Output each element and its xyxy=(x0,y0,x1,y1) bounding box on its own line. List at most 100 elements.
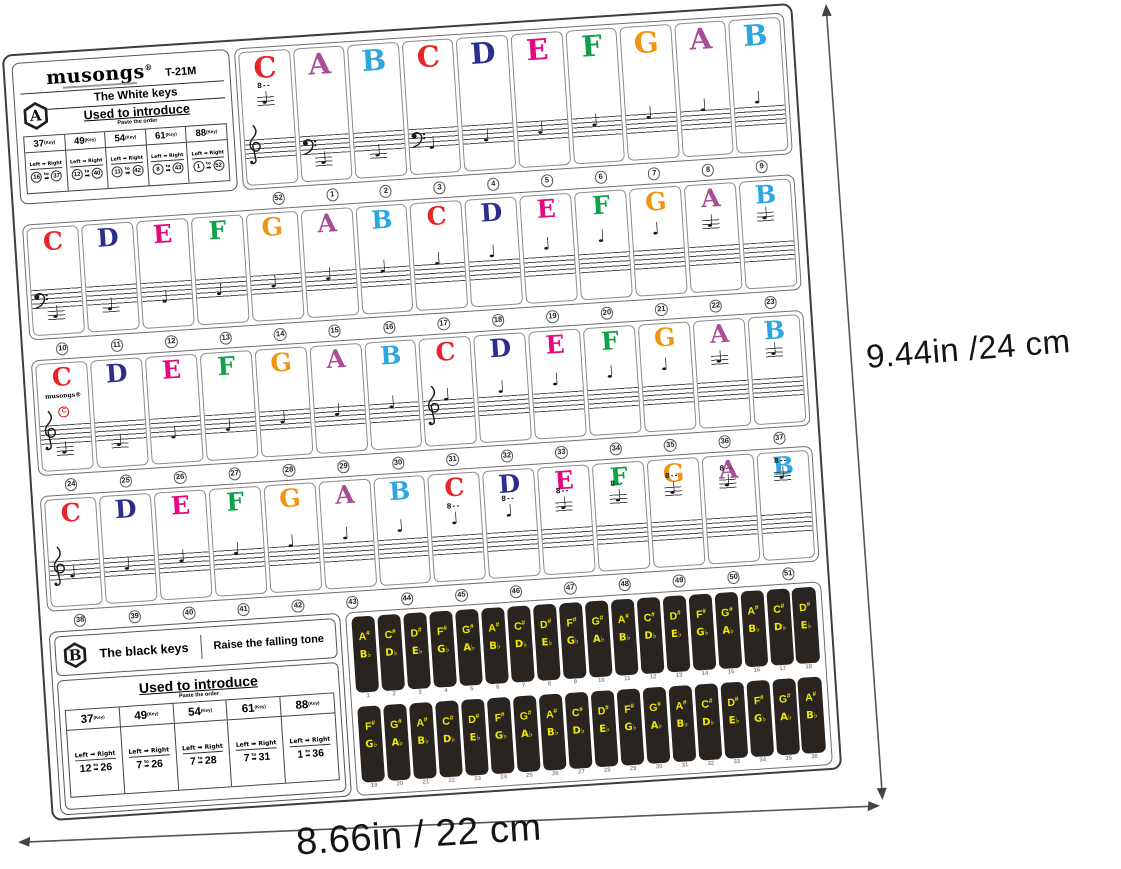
staff-lines xyxy=(688,243,740,267)
black-sticker-number: 11 xyxy=(623,675,631,683)
number-slot: 12 xyxy=(144,333,199,350)
black-sticker-slot: G# A♭ 10 xyxy=(584,600,613,685)
note-letter: D xyxy=(469,35,497,72)
range-from: 1 xyxy=(192,161,205,173)
black-key-sticker: C# D♭ xyxy=(506,605,536,683)
black-sticker-number: 31 xyxy=(681,762,689,769)
note-glyph: ♩ xyxy=(269,272,279,293)
black-sticker-number: 15 xyxy=(727,669,735,676)
white-key-sticker: G ♩ xyxy=(637,321,697,433)
sharp-label: C# xyxy=(441,714,454,728)
note-letter: G xyxy=(278,483,302,514)
black-sticker-number: 4 xyxy=(444,687,448,695)
note-glyph: ♩ xyxy=(605,362,615,383)
number-slot: 15 xyxy=(307,322,362,339)
white-key-sticker: C ♩ xyxy=(26,225,86,337)
note-glyph: ♩ xyxy=(644,103,654,124)
black-sticker-number: 2 xyxy=(392,691,396,698)
number-slot: 28 xyxy=(261,462,316,479)
number-slot: 43 xyxy=(325,594,380,611)
note-glyph: ♩ xyxy=(59,438,70,459)
black-key-sticker: F# G♭ xyxy=(486,696,516,775)
note-letter: E xyxy=(544,329,566,360)
black-sticker-slot: F# G♭ 19 xyxy=(357,705,386,790)
treble-clef-icon xyxy=(49,540,67,595)
black-key-sticker: F# G♭ xyxy=(745,679,775,758)
note-glyph: ♩ xyxy=(114,430,124,452)
size-column: 37 (Key) Left ➡ Right 12 to ➡ 26 xyxy=(65,707,126,797)
staff-lines xyxy=(761,511,813,534)
sharp-label: C# xyxy=(384,628,396,642)
sharp-label: A# xyxy=(675,699,687,713)
sharp-label: G# xyxy=(519,709,532,723)
black-sticker-number: 10 xyxy=(597,677,605,685)
black-sticker-slot: G# A♭ 15 xyxy=(714,591,743,677)
sticker-number: 44 xyxy=(400,591,414,606)
flat-label: B♭ xyxy=(748,623,761,635)
black-sticker-slot: F# G♭ 9 xyxy=(558,601,588,687)
sticker-number: 3 xyxy=(433,180,447,195)
note-letter: F xyxy=(591,190,611,221)
sharp-label: C# xyxy=(513,619,526,633)
number-slot: 50 xyxy=(706,569,761,586)
black-sticker-slot: C# D♭ 22 xyxy=(434,700,464,785)
sharp-label: C# xyxy=(643,611,655,625)
sticker-number: 14 xyxy=(273,327,287,341)
number-slot: 24 xyxy=(44,476,99,493)
number-slot: 7 xyxy=(627,165,682,181)
note-glyph: ♩ xyxy=(340,524,351,545)
white-key-sticker: A ♩ xyxy=(309,342,368,455)
sticker-number: 11 xyxy=(110,337,124,352)
white-key-sticker: B ♩ 8-- xyxy=(756,449,816,561)
sticker-number: 42 xyxy=(291,598,305,613)
flat-label: D♭ xyxy=(701,716,715,728)
flat-label: B♭ xyxy=(417,735,430,747)
staff-lines xyxy=(651,518,703,542)
to-arrow: to ➡ xyxy=(205,160,212,172)
flat-label: G♭ xyxy=(436,643,450,656)
note-glyph: ♩ xyxy=(387,392,397,414)
title-divider xyxy=(200,634,203,659)
range-to: 28 xyxy=(204,753,217,767)
range-from: 12 xyxy=(79,761,92,775)
black-key-sticker: C# D♭ xyxy=(765,588,795,666)
number-slot: 19 xyxy=(525,308,580,325)
note-glyph: ♩ xyxy=(541,234,552,255)
sticker-number: 21 xyxy=(654,302,669,317)
sticker-number: 19 xyxy=(545,309,560,324)
note-glyph: ♩ xyxy=(768,339,779,361)
flat-label: A♭ xyxy=(722,624,735,637)
flat-label: D♭ xyxy=(773,621,787,633)
sticker-number: 37 xyxy=(772,430,786,445)
size-column: 61 (Key) Left ➡ Right 7 to ➡ 31 xyxy=(226,696,287,787)
black-sticker-slot: A# B♭ 11 xyxy=(610,598,639,684)
bass-clef-icon xyxy=(410,128,426,149)
raise-falling-tone-label: Raise the falling tone xyxy=(213,632,325,653)
number-slot: 1 xyxy=(305,186,360,202)
note-letter: C xyxy=(415,39,441,75)
to-arrow: to ➡ xyxy=(251,751,257,763)
to-arrow: to ➡ xyxy=(43,170,50,183)
sticker-number: 8 xyxy=(701,162,715,177)
note-letter: B xyxy=(379,340,403,371)
black-key-sticker: F# G♭ xyxy=(357,705,386,783)
black-sticker-slot: A# B♭ 21 xyxy=(408,701,438,787)
black-key-sticker: D# E♭ xyxy=(460,698,490,776)
white-key-sticker: E ♩ xyxy=(528,328,588,440)
black-sticker-slot: A# B♭ 6 xyxy=(480,607,510,692)
ottava-mark: 8-- xyxy=(773,456,788,466)
flat-label: A♭ xyxy=(520,728,533,740)
white-key-sticker: F ♩ 8-- xyxy=(591,460,651,572)
height-dimension-arrow xyxy=(821,4,887,800)
black-key-sticker: A# B♭ xyxy=(610,598,639,676)
direction-label: Left ➡ Right xyxy=(150,153,184,163)
black-sticker-slot: C# D♭ 7 xyxy=(506,605,536,690)
note-letter: B xyxy=(388,475,412,507)
white-keys-info-box: musongs® T-21M A The White keys Used to … xyxy=(11,48,239,205)
sharp-label: F# xyxy=(566,616,577,630)
number-slot: 39 xyxy=(107,608,162,625)
number-slot: 20 xyxy=(579,304,634,321)
black-sticker-number: 22 xyxy=(448,777,456,785)
flat-label: E♭ xyxy=(411,645,423,657)
